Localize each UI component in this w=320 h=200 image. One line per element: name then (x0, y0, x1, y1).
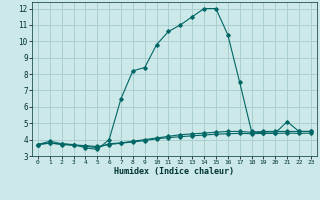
X-axis label: Humidex (Indice chaleur): Humidex (Indice chaleur) (115, 167, 234, 176)
